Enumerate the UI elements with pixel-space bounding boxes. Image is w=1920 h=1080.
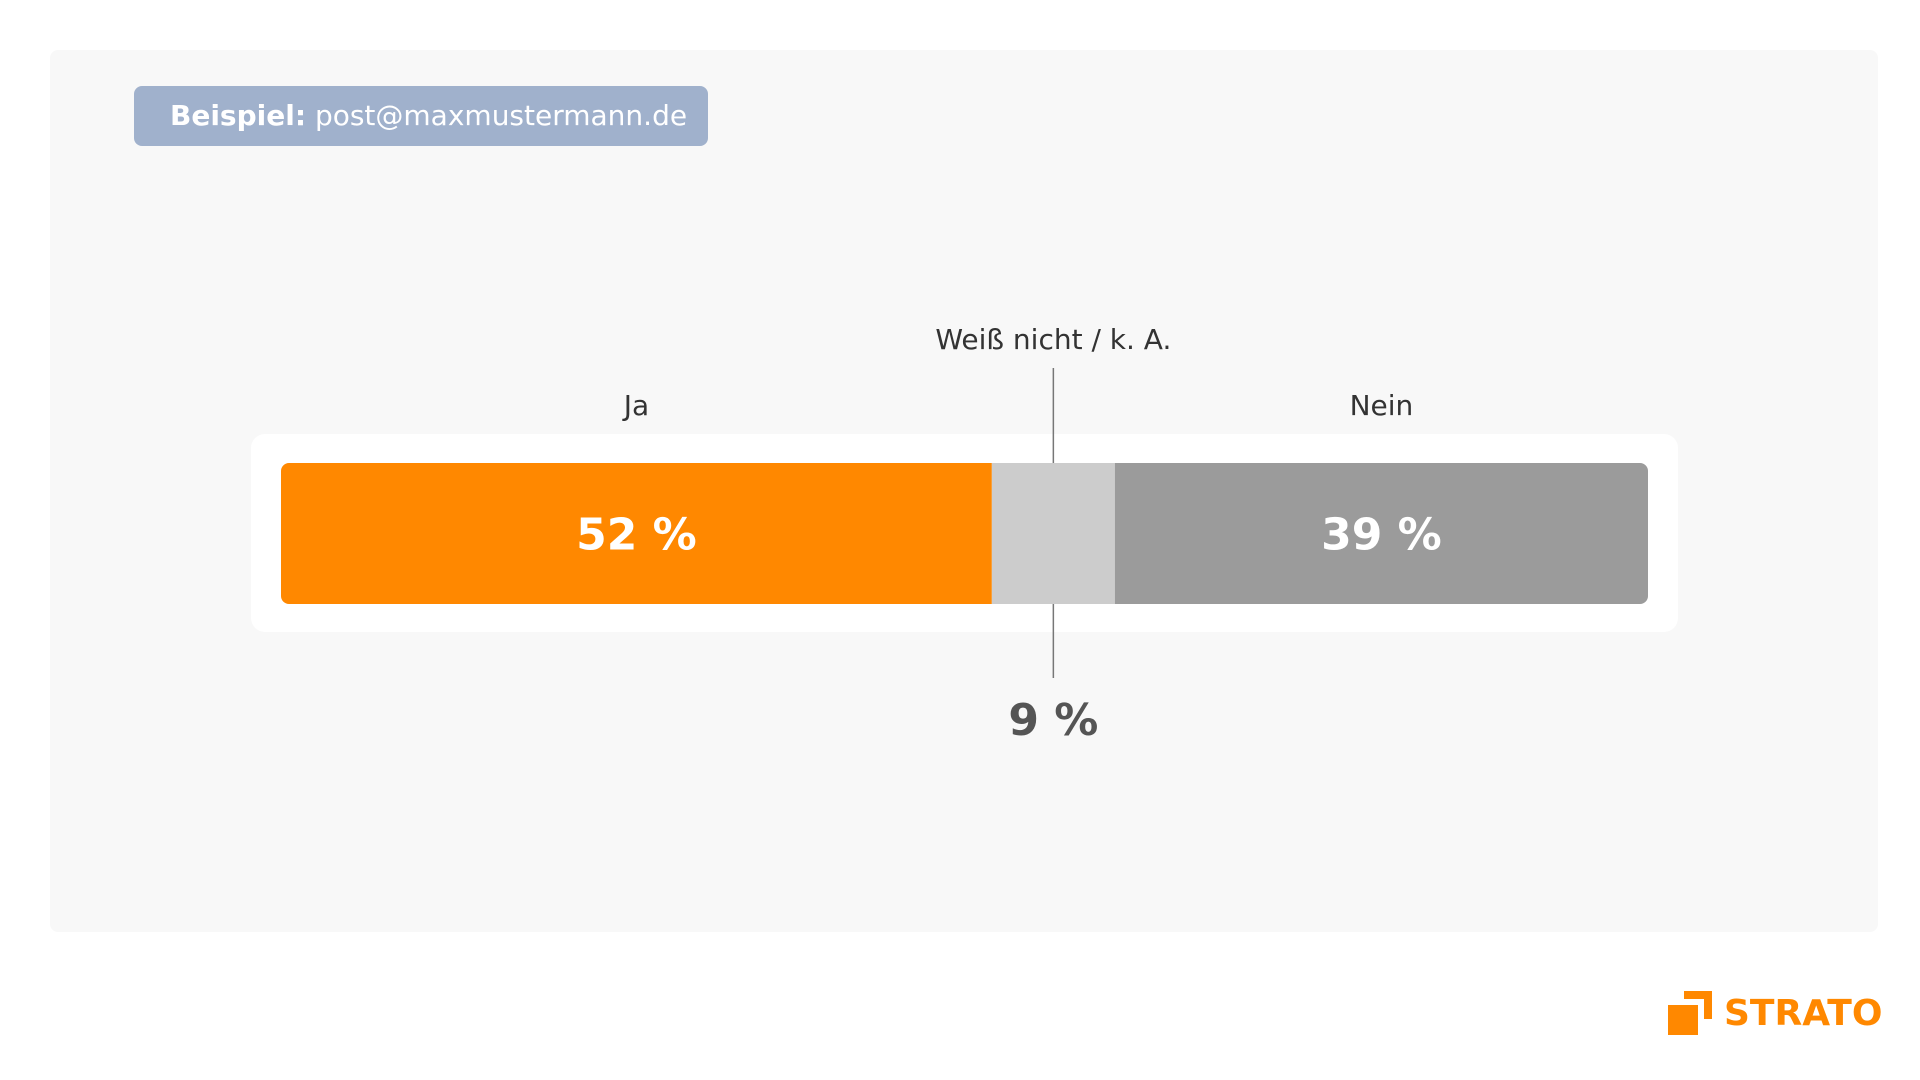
category-label-weiss-nicht: Weiß nicht / k. A. xyxy=(935,323,1171,356)
strato-logo-icon xyxy=(1668,991,1712,1035)
example-badge: Beispiel: post@maxmustermann.de xyxy=(134,86,708,146)
value-label-weiss-nicht: 9 % xyxy=(1008,695,1098,746)
strato-logo: STRATO xyxy=(1668,988,1882,1038)
example-label: Beispiel: xyxy=(170,99,307,132)
bar-segment-nein xyxy=(1114,463,1648,604)
value-label-ja: 52 % xyxy=(576,510,697,561)
category-label-nein: Nein xyxy=(1350,389,1414,422)
category-label-ja: Ja xyxy=(622,389,649,422)
bar-segment-weiss-nicht xyxy=(991,463,1115,604)
chart-labels: Ja 52 % Weiß nicht / k. A. 9 % Nein 39 % xyxy=(576,323,1442,746)
logo-text: STRATO xyxy=(1724,992,1883,1034)
example-value: post@maxmustermann.de xyxy=(314,99,688,132)
value-label-nein: 39 % xyxy=(1321,510,1442,561)
bar-segment-ja xyxy=(281,463,992,604)
bar-segments xyxy=(281,463,1648,604)
